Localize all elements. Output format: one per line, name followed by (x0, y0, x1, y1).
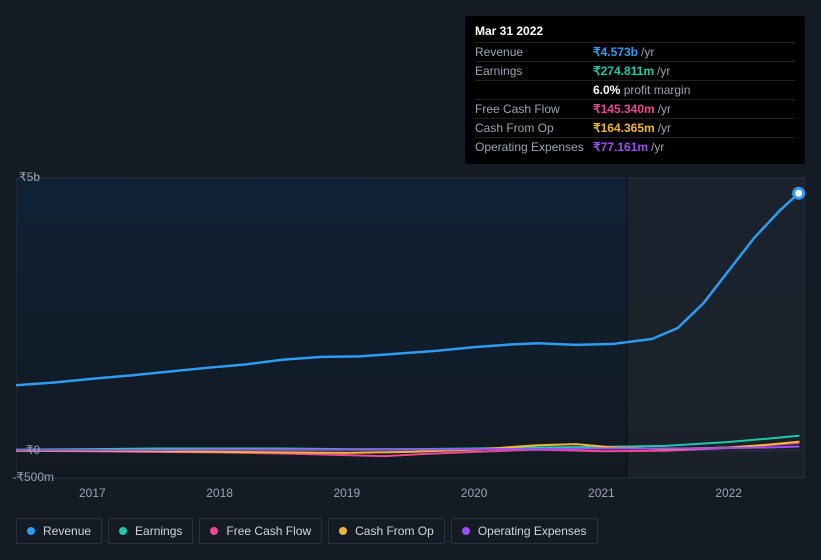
legend-item-earnings[interactable]: Earnings (108, 518, 193, 544)
y-axis-label: ₹0 (6, 443, 40, 457)
legend-label: Operating Expenses (478, 524, 587, 538)
x-axis-label: 2020 (461, 486, 488, 500)
legend-label: Free Cash Flow (226, 524, 311, 538)
y-axis-label: ₹5b (12, 170, 40, 184)
tooltip-row: Operating Expenses₹77.161m/yr (475, 137, 795, 156)
tooltip-unit: /yr (651, 140, 664, 154)
legend-dot (210, 527, 218, 535)
tooltip-date: Mar 31 2022 (475, 24, 795, 38)
tooltip-unit: /yr (658, 102, 671, 116)
tooltip-row: Free Cash Flow₹145.340m/yr (475, 99, 795, 118)
legend-label: Revenue (43, 524, 91, 538)
legend-item-revenue[interactable]: Revenue (16, 518, 102, 544)
tooltip-value: ₹145.340m (593, 102, 655, 116)
tooltip-unit: /yr (641, 45, 654, 59)
x-axis-label: 2017 (79, 486, 106, 500)
legend-item-cash-from-op[interactable]: Cash From Op (328, 518, 445, 544)
legend-label: Earnings (135, 524, 182, 538)
tooltip-value: ₹77.161m (593, 140, 648, 154)
tooltip-label: Operating Expenses (475, 140, 593, 154)
chart-svg (16, 158, 805, 498)
legend-dot (27, 527, 35, 535)
tooltip-label: Cash From Op (475, 121, 593, 135)
chart-legend: Revenue Earnings Free Cash Flow Cash From O… (16, 518, 598, 544)
tooltip-unit: /yr (657, 64, 670, 78)
tooltip-label: Free Cash Flow (475, 102, 593, 116)
tooltip-row: Earnings₹274.811m/yr (475, 61, 795, 80)
tooltip-row: Cash From Op₹164.365m/yr (475, 118, 795, 137)
x-axis-label: 2018 (206, 486, 233, 500)
tooltip-row: Revenue₹4.573b/yr (475, 42, 795, 61)
tooltip-value: ₹164.365m (593, 121, 655, 135)
legend-item-operating-expenses[interactable]: Operating Expenses (451, 518, 598, 544)
legend-item-free-cash-flow[interactable]: Free Cash Flow (199, 518, 322, 544)
chart-tooltip: Mar 31 2022 Revenue₹4.573b/yrEarnings₹27… (465, 16, 805, 164)
legend-dot (462, 527, 470, 535)
tooltip-value: ₹4.573b (593, 45, 638, 59)
tooltip-unit: /yr (658, 121, 671, 135)
x-axis-label: 2022 (715, 486, 742, 500)
x-axis-label: 2021 (588, 486, 615, 500)
legend-dot (339, 527, 347, 535)
x-axis-label: 2019 (334, 486, 361, 500)
tooltip-value: ₹274.811m (593, 64, 654, 78)
financials-chart[interactable]: ₹5b₹0-₹500m 201720182019202020212022 (16, 158, 805, 498)
tooltip-label: Earnings (475, 64, 593, 78)
y-axis-label: -₹500m (2, 470, 54, 484)
tooltip-subrow: 6.0% profit margin (475, 80, 795, 99)
legend-label: Cash From Op (355, 524, 434, 538)
legend-dot (119, 527, 127, 535)
tooltip-label: Revenue (475, 45, 593, 59)
